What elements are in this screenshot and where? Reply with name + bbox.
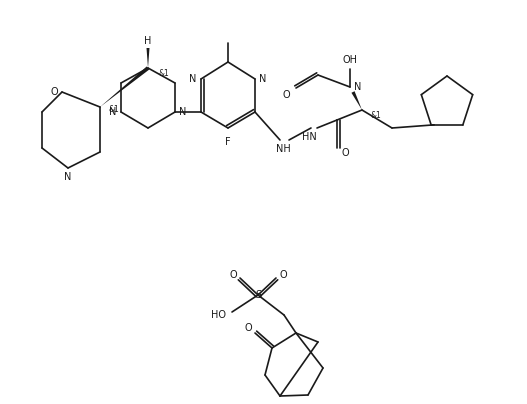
Text: O: O: [50, 87, 58, 97]
Text: N: N: [109, 107, 116, 117]
Text: F: F: [225, 137, 231, 147]
Text: N: N: [354, 82, 362, 92]
Text: O: O: [279, 270, 287, 280]
Polygon shape: [352, 91, 362, 110]
Text: NH: NH: [276, 144, 290, 154]
Polygon shape: [147, 48, 150, 68]
Text: O: O: [244, 323, 252, 333]
Text: H: H: [144, 36, 152, 46]
Text: N: N: [189, 74, 197, 84]
Text: &1: &1: [370, 111, 382, 120]
Text: &1: &1: [159, 69, 169, 78]
Text: HN: HN: [301, 132, 316, 142]
Text: O: O: [229, 270, 237, 280]
Text: N: N: [259, 74, 267, 84]
Text: O: O: [341, 148, 349, 158]
Text: O: O: [282, 90, 290, 100]
Text: &1: &1: [109, 105, 120, 114]
Text: N: N: [64, 172, 72, 182]
Text: N: N: [179, 107, 187, 117]
Polygon shape: [100, 66, 149, 107]
Text: HO: HO: [210, 310, 226, 320]
Text: S: S: [255, 290, 261, 300]
Text: OH: OH: [343, 55, 357, 65]
